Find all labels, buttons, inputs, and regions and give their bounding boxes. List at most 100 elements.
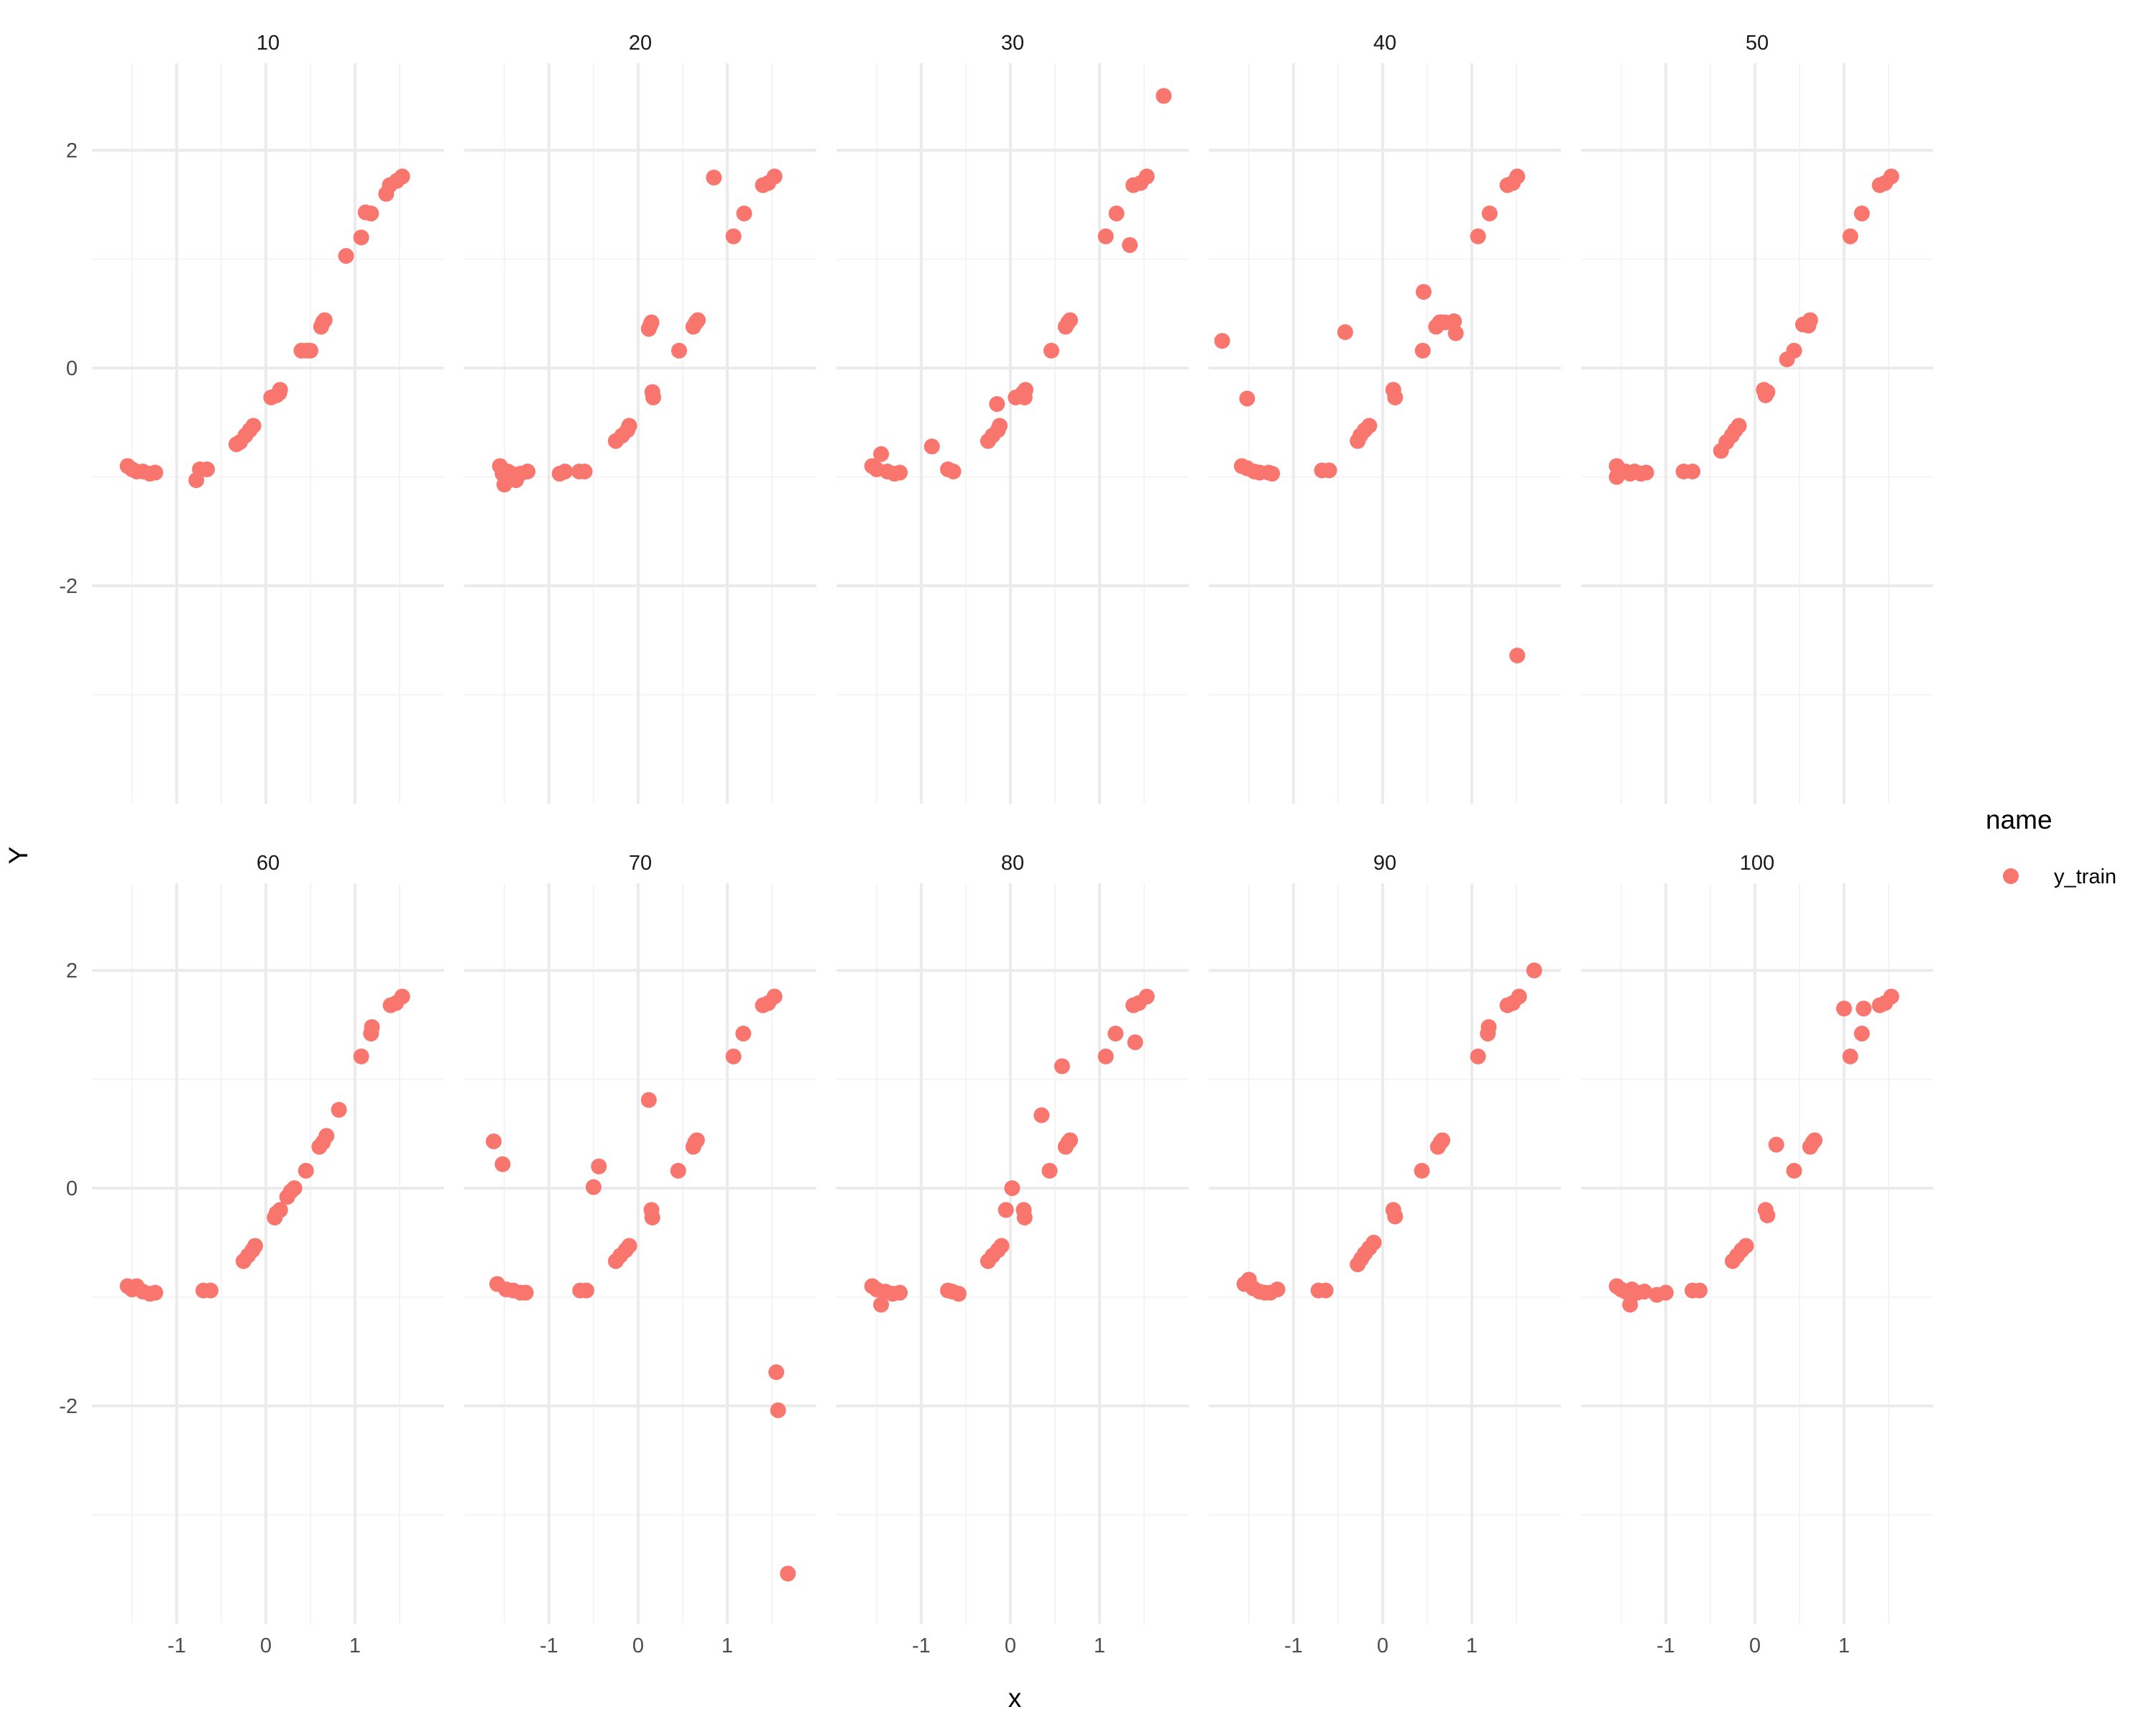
facet-strip-label: 60: [257, 852, 280, 875]
data-point: [1239, 390, 1256, 407]
data-point: [670, 1162, 686, 1179]
data-point: [363, 206, 379, 222]
data-point: [578, 1282, 594, 1299]
x-tick-label: 1: [349, 1634, 361, 1657]
data-point: [1138, 168, 1155, 185]
data-point: [688, 1132, 705, 1149]
data-point: [1054, 1058, 1070, 1075]
data-point: [272, 382, 288, 398]
data-point: [1387, 390, 1404, 406]
data-point: [1264, 466, 1281, 482]
data-point: [1807, 1132, 1823, 1149]
y-axis-title: Y: [4, 847, 33, 865]
data-point: [1016, 390, 1033, 406]
data-point: [1414, 1162, 1430, 1179]
data-point: [1041, 1162, 1058, 1179]
data-point: [770, 1402, 786, 1419]
data-point: [1122, 236, 1138, 253]
data-point: [316, 312, 333, 328]
facet-panel-10: 10 -2 0 2: [59, 32, 444, 804]
facet-strip-label: 80: [1001, 852, 1024, 875]
data-point: [873, 1297, 890, 1313]
data-point: [298, 1162, 314, 1179]
data-point: [1636, 1284, 1653, 1300]
data-point: [576, 464, 593, 480]
x-tick-label: -1: [1657, 1634, 1675, 1657]
data-point: [768, 1364, 785, 1381]
data-point: [1731, 418, 1747, 434]
data-point: [1138, 988, 1155, 1005]
data-point: [766, 988, 783, 1005]
data-point: [1691, 1282, 1708, 1299]
legend: name y_train: [1986, 805, 2116, 888]
data-point: [1033, 1107, 1050, 1123]
data-point: [621, 1238, 637, 1254]
data-point: [1470, 1048, 1486, 1064]
x-tick-label: 1: [722, 1634, 733, 1657]
data-point: [1638, 464, 1654, 481]
facet-panel-90: 90 -1 0 1: [1209, 852, 1561, 1657]
y-tick-label: 2: [66, 139, 78, 162]
data-point: [1317, 1282, 1334, 1299]
facet-strip-label: 90: [1373, 852, 1396, 875]
x-tick-label: -1: [167, 1634, 186, 1657]
data-point: [247, 1238, 264, 1254]
data-point: [1759, 1207, 1776, 1223]
legend-key-y-train: [2003, 868, 2019, 884]
x-tick-label: 0: [1005, 1634, 1016, 1657]
data-point: [780, 1565, 796, 1582]
data-point: [1434, 1132, 1451, 1149]
data-point: [1447, 325, 1464, 341]
x-tick-label: 0: [632, 1634, 644, 1657]
data-point: [1361, 418, 1378, 434]
data-point: [245, 418, 262, 434]
data-point: [1156, 88, 1172, 104]
y-tick-label: 2: [66, 960, 78, 983]
data-point: [892, 1284, 908, 1301]
data-point: [520, 464, 536, 480]
data-point: [1786, 342, 1802, 359]
data-point: [706, 170, 722, 186]
facet-strip-label: 100: [1740, 852, 1774, 875]
data-point: [1509, 648, 1526, 663]
data-point: [591, 1158, 607, 1174]
data-point: [286, 1180, 303, 1197]
data-point: [725, 228, 742, 244]
data-point: [1883, 168, 1899, 185]
data-point: [272, 1202, 288, 1218]
data-point: [923, 438, 940, 455]
data-point: [1062, 312, 1079, 328]
data-point: [1365, 1234, 1382, 1251]
data-point: [1415, 284, 1432, 300]
data-point: [1842, 228, 1858, 244]
data-point: [1470, 228, 1486, 244]
facet-strip-label: 30: [1001, 32, 1024, 55]
facet-strip-label: 50: [1746, 32, 1769, 55]
data-point: [1414, 342, 1431, 359]
data-point: [557, 464, 573, 480]
data-point: [494, 1156, 511, 1172]
x-tick-label: -1: [1284, 1634, 1303, 1657]
axes: Y x: [4, 847, 1022, 1713]
data-point: [199, 461, 216, 477]
data-point: [394, 168, 410, 185]
x-tick-label: 0: [260, 1634, 272, 1657]
facet-panel-80: 80 -1 0 1: [837, 852, 1189, 1657]
data-point: [485, 1133, 502, 1149]
data-point: [736, 206, 752, 222]
facet-panel-40: 40: [1209, 32, 1561, 804]
data-point: [1107, 1026, 1124, 1042]
data-point: [992, 418, 1008, 434]
data-point: [1856, 1000, 1872, 1017]
data-point: [993, 1238, 1010, 1254]
data-point: [735, 1026, 752, 1042]
x-tick-label: 0: [1377, 1634, 1388, 1657]
data-point: [1511, 988, 1527, 1005]
data-point: [1853, 1026, 1870, 1042]
x-tick-label: 0: [1749, 1634, 1761, 1657]
data-point: [766, 168, 783, 185]
y-tick-label: 0: [66, 1177, 78, 1200]
